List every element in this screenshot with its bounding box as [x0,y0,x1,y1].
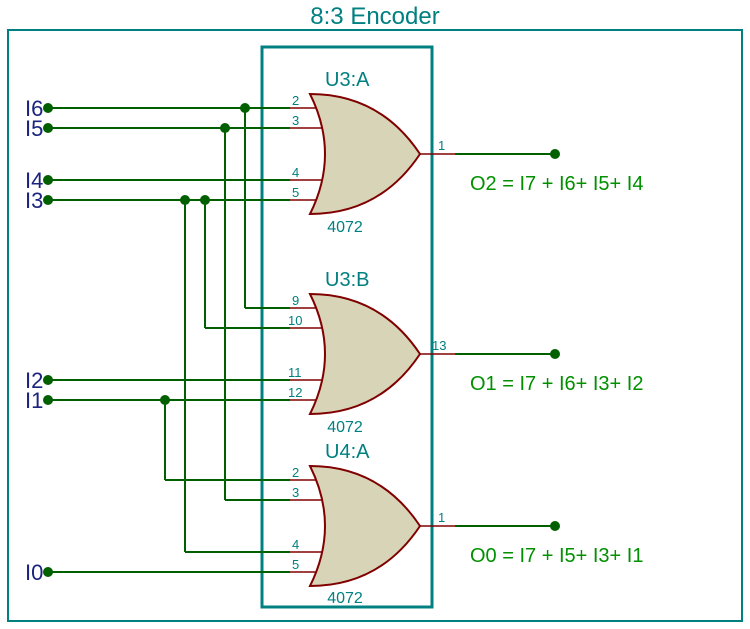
svg-text:2: 2 [292,465,299,480]
gate-u3a: 2 3 4 5 1 U3:A 4072 [290,69,455,236]
svg-text:5: 5 [292,185,299,200]
diagram-title: 8:3 Encoder [310,3,439,30]
output-o0: O0 = I7 + I5+ I3+ I1 [470,545,643,567]
svg-text:9: 9 [292,293,299,308]
svg-text:1: 1 [438,138,445,153]
gate-id-u4a: U4:A [325,441,370,463]
svg-text:12: 12 [288,385,302,400]
input-label-i0: I0 [25,560,43,585]
gate-part-u4a: 4072 [327,590,363,607]
gate-u3b: 9 10 11 12 13 U3:B 4072 [288,269,455,436]
svg-text:2: 2 [292,93,299,108]
gate-part-u3a: 4072 [327,219,363,236]
output-o1: O1 = I7 + I6+ I3+ I2 [470,373,643,395]
gate-id-u3a: U3:A [325,69,370,91]
svg-text:11: 11 [288,365,302,380]
output-o2: O2 = I7 + I6+ I5+ I4 [470,173,643,195]
svg-text:5: 5 [292,557,299,572]
svg-text:4: 4 [292,165,299,180]
svg-text:3: 3 [292,485,299,500]
gate-id-u3b: U3:B [325,269,369,291]
encoder-diagram: 8:3 Encoder I6 I5 I4 I3 I2 I1 I0 [0,0,750,629]
gate-u4a: 2 3 4 5 1 U4:A 4072 [290,441,455,607]
svg-text:13: 13 [432,338,446,353]
svg-text:3: 3 [292,113,299,128]
input-label-i1: I1 [25,388,43,413]
svg-text:4: 4 [292,537,299,552]
svg-text:10: 10 [288,313,302,328]
input-label-i5: I5 [25,116,43,141]
input-label-i3: I3 [25,188,43,213]
gate-part-u3b: 4072 [327,419,363,436]
svg-text:1: 1 [438,510,445,525]
